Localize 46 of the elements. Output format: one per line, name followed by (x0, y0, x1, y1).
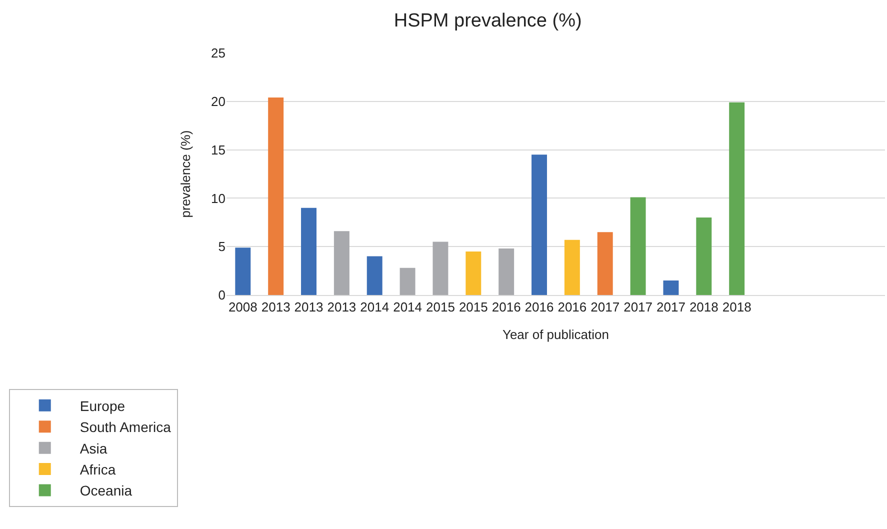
chart-title: HSPM prevalence (%) (394, 10, 582, 32)
bar (630, 197, 646, 295)
x-tick-label: 2013 (261, 300, 290, 315)
bar (564, 240, 580, 295)
x-tick-label: 2015 (426, 300, 455, 315)
x-tick-label: 2014 (393, 300, 422, 315)
y-tick-label: 15 (210, 142, 226, 158)
bar (268, 98, 284, 295)
x-tick-label: 2017 (590, 300, 620, 315)
x-tick-label: 2013 (327, 300, 356, 315)
legend-label: South America (80, 419, 172, 436)
y-tick-label: 10 (210, 190, 226, 206)
bar (663, 280, 679, 295)
bar (597, 232, 613, 295)
bar (729, 102, 745, 295)
y-axis-title: prevalence (%) (178, 130, 193, 218)
bar (498, 248, 514, 295)
x-tick-label: 2013 (294, 300, 324, 315)
bar (466, 251, 482, 295)
x-tick-label: 2015 (458, 300, 488, 315)
bar (432, 242, 448, 295)
bar (400, 268, 416, 295)
x-tick-label: 2017 (624, 300, 652, 315)
x-tick-label: 2016 (524, 300, 554, 315)
x-tick-label: 2014 (360, 300, 390, 315)
y-tick-label: 20 (210, 94, 226, 109)
x-tick-label: 2017 (656, 300, 686, 315)
x-axis-title: Year of publication (502, 327, 609, 342)
bar (696, 218, 712, 295)
y-tick-label: 0 (218, 288, 226, 303)
bar (235, 248, 251, 295)
x-tick-label: 2016 (558, 300, 587, 315)
x-tick-label: 2008 (228, 300, 258, 315)
bar (334, 231, 350, 295)
legend-label: Asia (80, 440, 108, 456)
legend-label: Oceania (80, 482, 132, 499)
legend-label: Africa (80, 461, 116, 478)
x-tick-label: 2018 (689, 300, 718, 315)
x-tick-label: 2016 (492, 300, 521, 315)
x-tick-label: 2018 (722, 300, 752, 315)
y-tick-label: 5 (218, 239, 226, 254)
y-tick-label: 25 (210, 46, 226, 61)
bar (366, 256, 382, 295)
legend-label: Europe (80, 398, 126, 414)
bar (532, 154, 547, 295)
bar (301, 208, 316, 295)
